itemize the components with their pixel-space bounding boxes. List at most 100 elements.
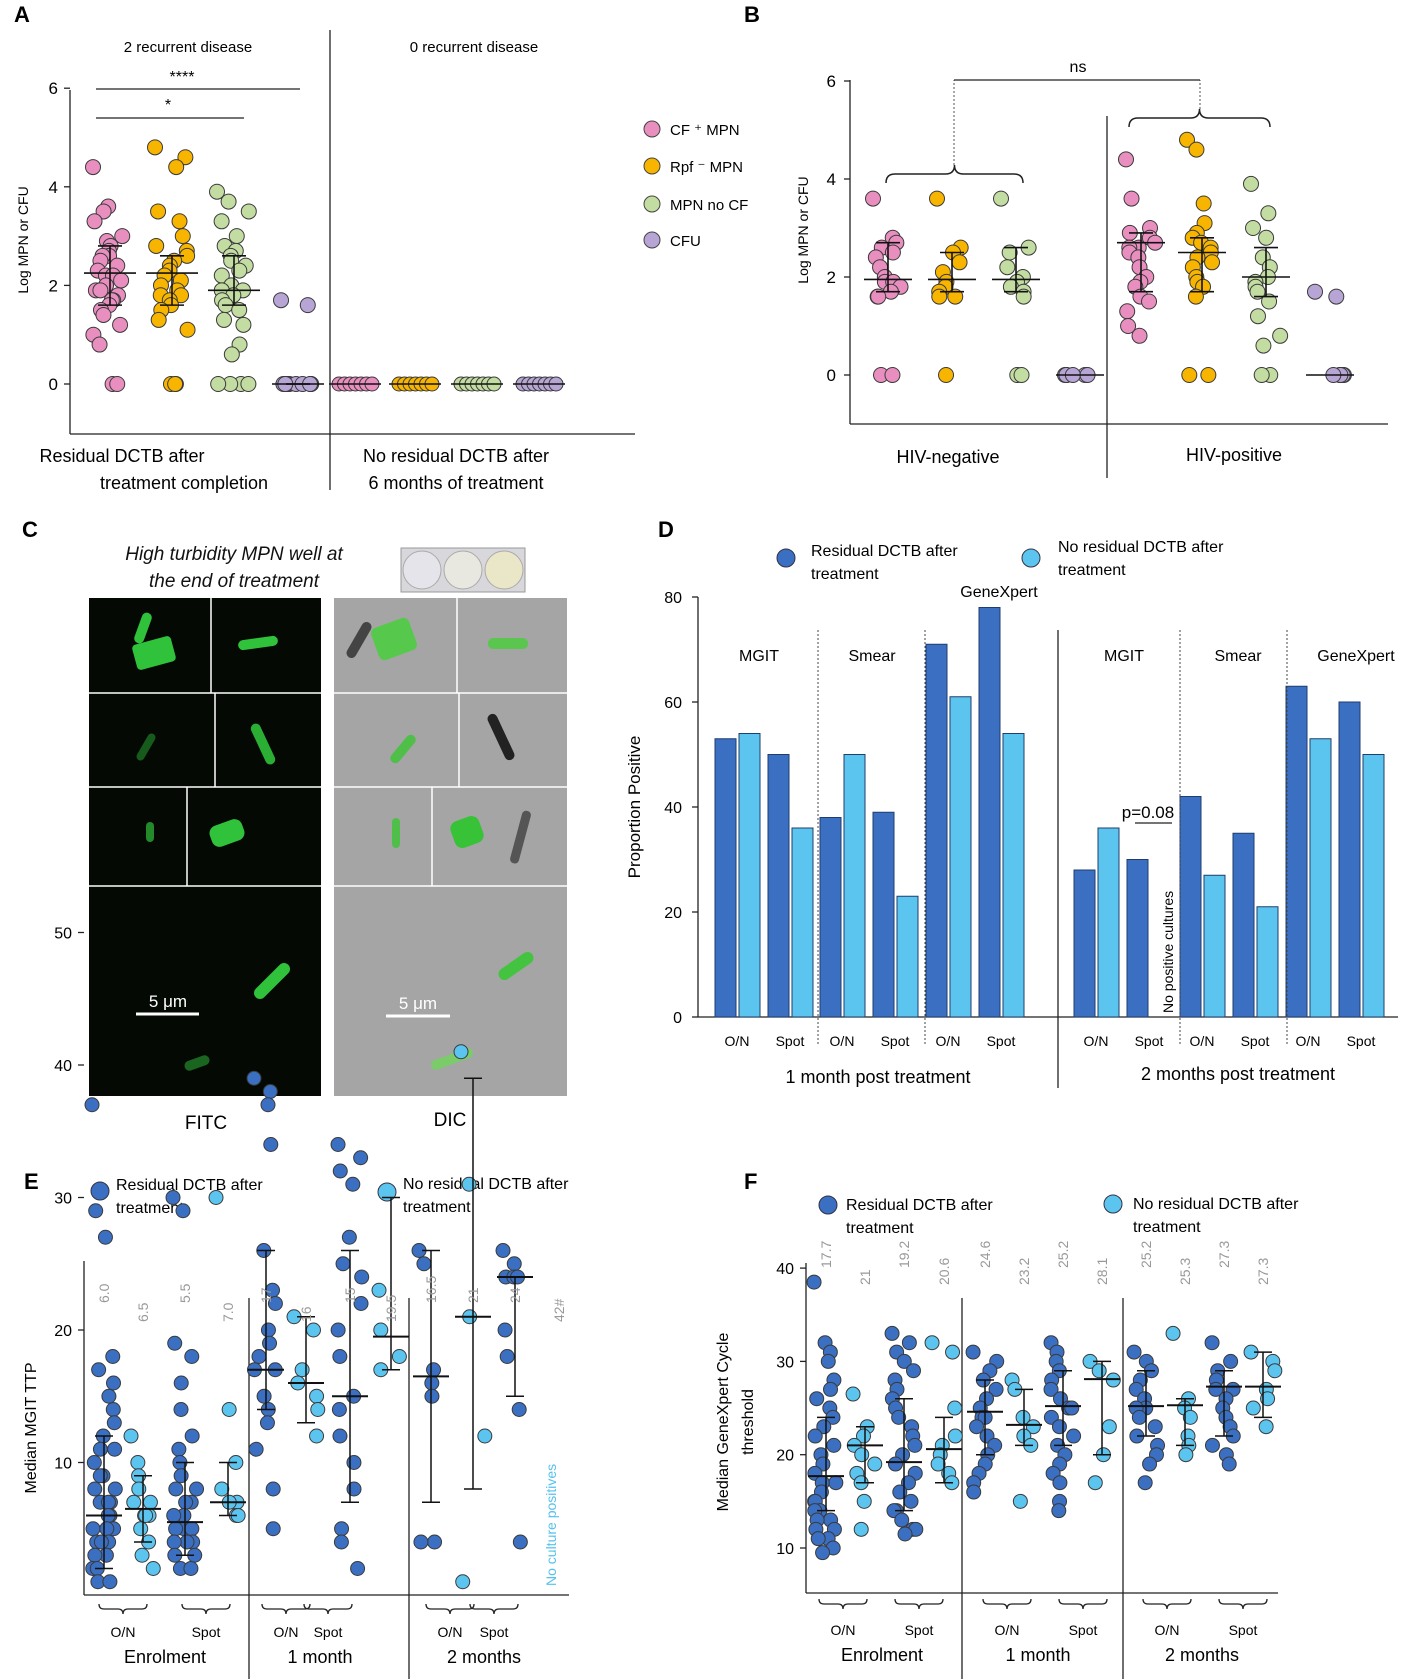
panel-f-median-label: 25.2	[1055, 1241, 1071, 1268]
panel-e-point	[86, 1455, 102, 1470]
panel-d-category-label: O/N	[936, 1033, 961, 1049]
panel-f-legend-no-residual-marker	[1103, 1194, 1123, 1214]
panel-e-point	[331, 1402, 347, 1417]
panel-e-point	[91, 1362, 107, 1378]
panel-f-category-label: Spot	[1229, 1622, 1258, 1638]
panel-d-pvalue: p=0.08	[1122, 803, 1174, 822]
panel-d-legend-no-residual-marker	[1021, 548, 1041, 568]
panel-f-bracket	[1218, 1598, 1268, 1610]
panel-e-point	[248, 1441, 264, 1457]
panel-b-y-tick-label: 6	[827, 72, 836, 91]
panel-f-point	[826, 1437, 842, 1453]
panel-d-bar-residual	[978, 607, 1001, 1018]
panel-e-point	[134, 1547, 150, 1563]
panel-e-y-tick-label: 10	[54, 1456, 72, 1473]
panel-a-point	[174, 228, 191, 245]
fitc-scale-label: 5 μm	[149, 992, 187, 1011]
panel-f-point	[816, 1419, 832, 1435]
panel-b-point	[1255, 337, 1272, 354]
panel-d-y-tick-label: 60	[664, 695, 682, 712]
panel-f-point	[947, 1400, 963, 1416]
panel-e-point	[142, 1494, 158, 1510]
panel-a-point	[240, 376, 257, 392]
panel-e-point	[166, 1508, 182, 1523]
panel-b-point	[1119, 303, 1136, 320]
panel-e-bracket	[261, 1603, 311, 1615]
panel-f-point	[810, 1531, 826, 1547]
panel-e-point	[305, 1322, 321, 1338]
panel-d-bar-no-residual	[1362, 754, 1385, 1018]
panel-d-group-label: MGIT	[1104, 648, 1144, 665]
panel-b-point	[1200, 367, 1217, 383]
panel-e-point	[499, 1349, 515, 1364]
panel-e-point	[99, 1521, 115, 1537]
panel-a-point	[95, 306, 112, 323]
panel-e-point	[106, 1375, 122, 1391]
panel-e-point	[189, 1481, 205, 1497]
panel-e-bracket	[98, 1603, 148, 1615]
panel-d-timepoint-label: 1 month post treatment	[785, 1067, 970, 1087]
panel-f-point	[1178, 1447, 1194, 1463]
panel-f-y-axis-label-1: Median GeneXpert Cycle	[715, 1333, 732, 1512]
panel-b-point	[1249, 308, 1266, 325]
panel-e-point	[341, 1229, 357, 1245]
panel-f-point	[907, 1437, 923, 1453]
legend-mpn-no-cf-label: MPN no CF	[670, 197, 748, 214]
panel-a-point	[150, 203, 167, 220]
panel-e-point	[92, 1441, 108, 1457]
panel-e-point	[330, 1322, 346, 1338]
panel-e-point	[350, 1561, 366, 1576]
panel-f-category-label: Spot	[905, 1622, 934, 1638]
panel-b-point	[1123, 190, 1140, 207]
panel-f-point	[854, 1447, 870, 1463]
panel-f-point	[901, 1335, 917, 1351]
panel-f-point	[1137, 1475, 1153, 1491]
panel-a-group-label-2: 0 recurrent disease	[410, 39, 538, 56]
panel-a-x-group-1-line-1: Residual DCTB after	[39, 446, 204, 466]
panel-e-legend-no-residual-label: No residual DCTB after	[403, 1176, 569, 1193]
panel-e-category-label: Spot	[314, 1624, 343, 1640]
panel-e-point	[214, 1481, 230, 1497]
panel-e-point	[416, 1256, 432, 1272]
panel-f-category-label: O/N	[995, 1622, 1020, 1638]
panel-d-category-label: O/N	[725, 1033, 750, 1049]
panel-a-point	[113, 272, 130, 289]
panel-e-point	[166, 1534, 182, 1550]
panel-e-point	[184, 1428, 200, 1444]
panel-d-bar-no-residual	[1203, 874, 1226, 1018]
panel-e-point	[92, 1468, 108, 1484]
panel-a-y-tick-label: 2	[49, 276, 58, 295]
panel-e-bracket	[303, 1603, 353, 1615]
panel-e-legend-no-residual-label: treatment	[403, 1199, 471, 1216]
panel-d-category-label: Spot	[1347, 1033, 1376, 1049]
panel-a-point	[220, 193, 237, 210]
panel-b-point	[951, 254, 968, 271]
panel-b-point	[1245, 220, 1262, 236]
panel-d-bar-no-residual	[1002, 733, 1025, 1018]
panel-b-point	[884, 244, 901, 261]
static-layer: A B C D E F 2 recurrent disease 0 recurr…	[14, 2, 1282, 1194]
panel-f-bracket	[1058, 1598, 1108, 1610]
panel-a-point	[114, 228, 131, 245]
panel-e-point	[97, 1229, 113, 1245]
panel-e-median-label: 6.5	[135, 1302, 151, 1322]
panel-e-category-label: Spot	[480, 1624, 509, 1640]
panel-e-point	[184, 1521, 200, 1537]
panel-e-point	[332, 1163, 348, 1179]
panel-d-bar-residual	[1232, 832, 1255, 1018]
legend-rpf-mpn-label: Rpf ⁻ MPN	[670, 159, 743, 176]
panel-f-point	[1064, 1400, 1080, 1416]
panel-e-point	[477, 1428, 493, 1444]
panel-a-point	[215, 311, 232, 328]
panel-e-point	[345, 1176, 361, 1192]
panel-f-point	[945, 1344, 961, 1360]
panel-f-point	[905, 1363, 921, 1379]
panel-e-point	[175, 1203, 191, 1219]
panel-e-point	[346, 1455, 362, 1470]
panel-f-point	[1012, 1493, 1028, 1509]
panel-e-legend-residual-label: Residual DCTB after	[116, 1177, 263, 1194]
panel-e-point	[105, 1349, 121, 1364]
panel-d-category-label: O/N	[1190, 1033, 1215, 1049]
panel-f-point	[1182, 1409, 1198, 1425]
panel-d-bar-no-residual	[896, 895, 919, 1018]
